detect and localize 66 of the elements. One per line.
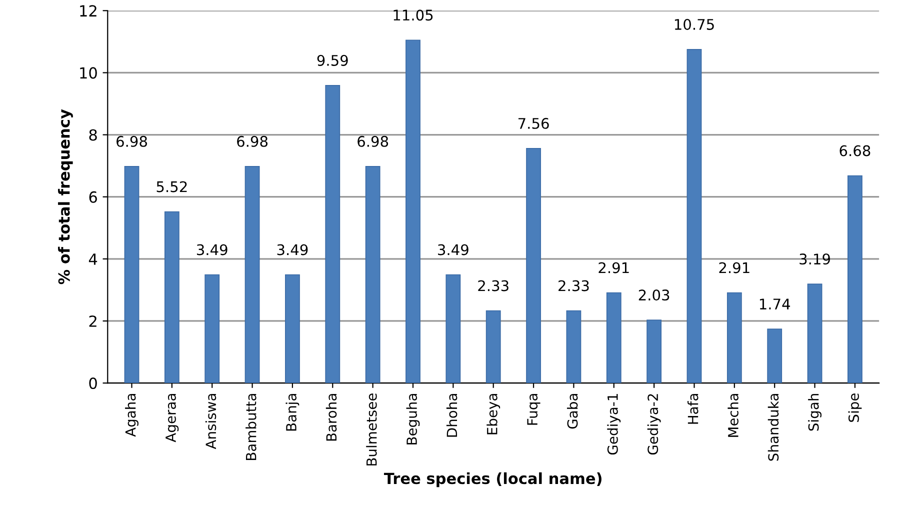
x-tick-label: Agaha <box>125 394 138 437</box>
bar <box>244 166 260 384</box>
bar <box>686 49 702 384</box>
data-label: 2.91 <box>598 262 629 274</box>
bar <box>566 310 582 384</box>
y-tick-label: 6 <box>89 191 97 203</box>
bar <box>848 175 862 384</box>
data-label: 2.33 <box>558 280 589 292</box>
bar <box>204 274 220 384</box>
x-tick-label: Fuqa <box>527 394 540 425</box>
x-tick-label: Shanduka <box>768 394 779 461</box>
data-label: 6.98 <box>116 136 147 147</box>
y-tick-label: 2 <box>89 315 96 327</box>
x-tick-label: Bambutta <box>246 394 256 460</box>
bar <box>646 320 662 384</box>
y-tick-label: 8 <box>89 129 97 141</box>
y-tick-label: 4 <box>88 254 98 265</box>
data-label: 1.74 <box>760 298 790 310</box>
bar <box>124 166 140 384</box>
bar <box>606 292 622 384</box>
data-label: 3.49 <box>196 244 228 256</box>
x-tick-label: Beguha <box>406 394 420 444</box>
x-tick-label: Baroha <box>326 394 337 441</box>
bar <box>767 328 782 384</box>
x-tick-label: Ansiswa <box>205 394 216 450</box>
x-tick-label: Bulmetsee <box>366 394 377 466</box>
x-tick-label: Gaba <box>566 394 578 429</box>
data-label: 11.05 <box>394 10 433 21</box>
data-label: 10.75 <box>674 18 714 30</box>
x-tick-label: Banja <box>286 394 300 431</box>
data-label: 2.03 <box>638 290 670 301</box>
x-tick-label: Ageraa <box>166 394 179 442</box>
x-tick-label: Ebeya <box>486 394 500 434</box>
y-axis-title: % of total frequency <box>58 109 73 284</box>
x-tick-label: Mecha <box>728 394 738 437</box>
data-label: 6.68 <box>840 145 870 156</box>
bar <box>285 274 300 384</box>
x-tick-label: Hafa <box>688 394 698 424</box>
data-label: 6.98 <box>358 136 388 147</box>
bar <box>726 292 742 384</box>
data-label: 3.49 <box>438 244 468 256</box>
data-label: 2.91 <box>719 262 750 274</box>
y-tick-label: 0 <box>89 378 97 390</box>
x-axis-title: Tree species (local name) <box>384 472 602 488</box>
data-label: 3.49 <box>277 244 308 256</box>
bar <box>486 310 501 384</box>
x-tick-label: Gediya-2 <box>647 394 661 455</box>
x-tick-label: Dhoha <box>446 394 458 437</box>
bar <box>406 40 420 384</box>
data-label: 2.33 <box>478 280 508 292</box>
bar <box>807 284 822 384</box>
data-label: 6.98 <box>237 136 268 147</box>
bar <box>325 85 340 384</box>
data-label: 5.52 <box>156 181 187 192</box>
data-label: 9.59 <box>317 54 348 66</box>
bar <box>446 274 461 384</box>
bar <box>526 148 541 384</box>
y-tick-label: 12 <box>80 5 96 16</box>
bar <box>365 166 380 384</box>
data-label: 7.56 <box>518 118 549 129</box>
x-tick-label: Gediya-1 <box>607 394 621 455</box>
data-label: 3.19 <box>800 254 830 265</box>
bar <box>164 211 180 384</box>
x-tick-label: Sigah <box>808 394 822 431</box>
x-tick-label: Sipe <box>848 394 862 422</box>
y-tick-label: 10 <box>80 67 97 79</box>
